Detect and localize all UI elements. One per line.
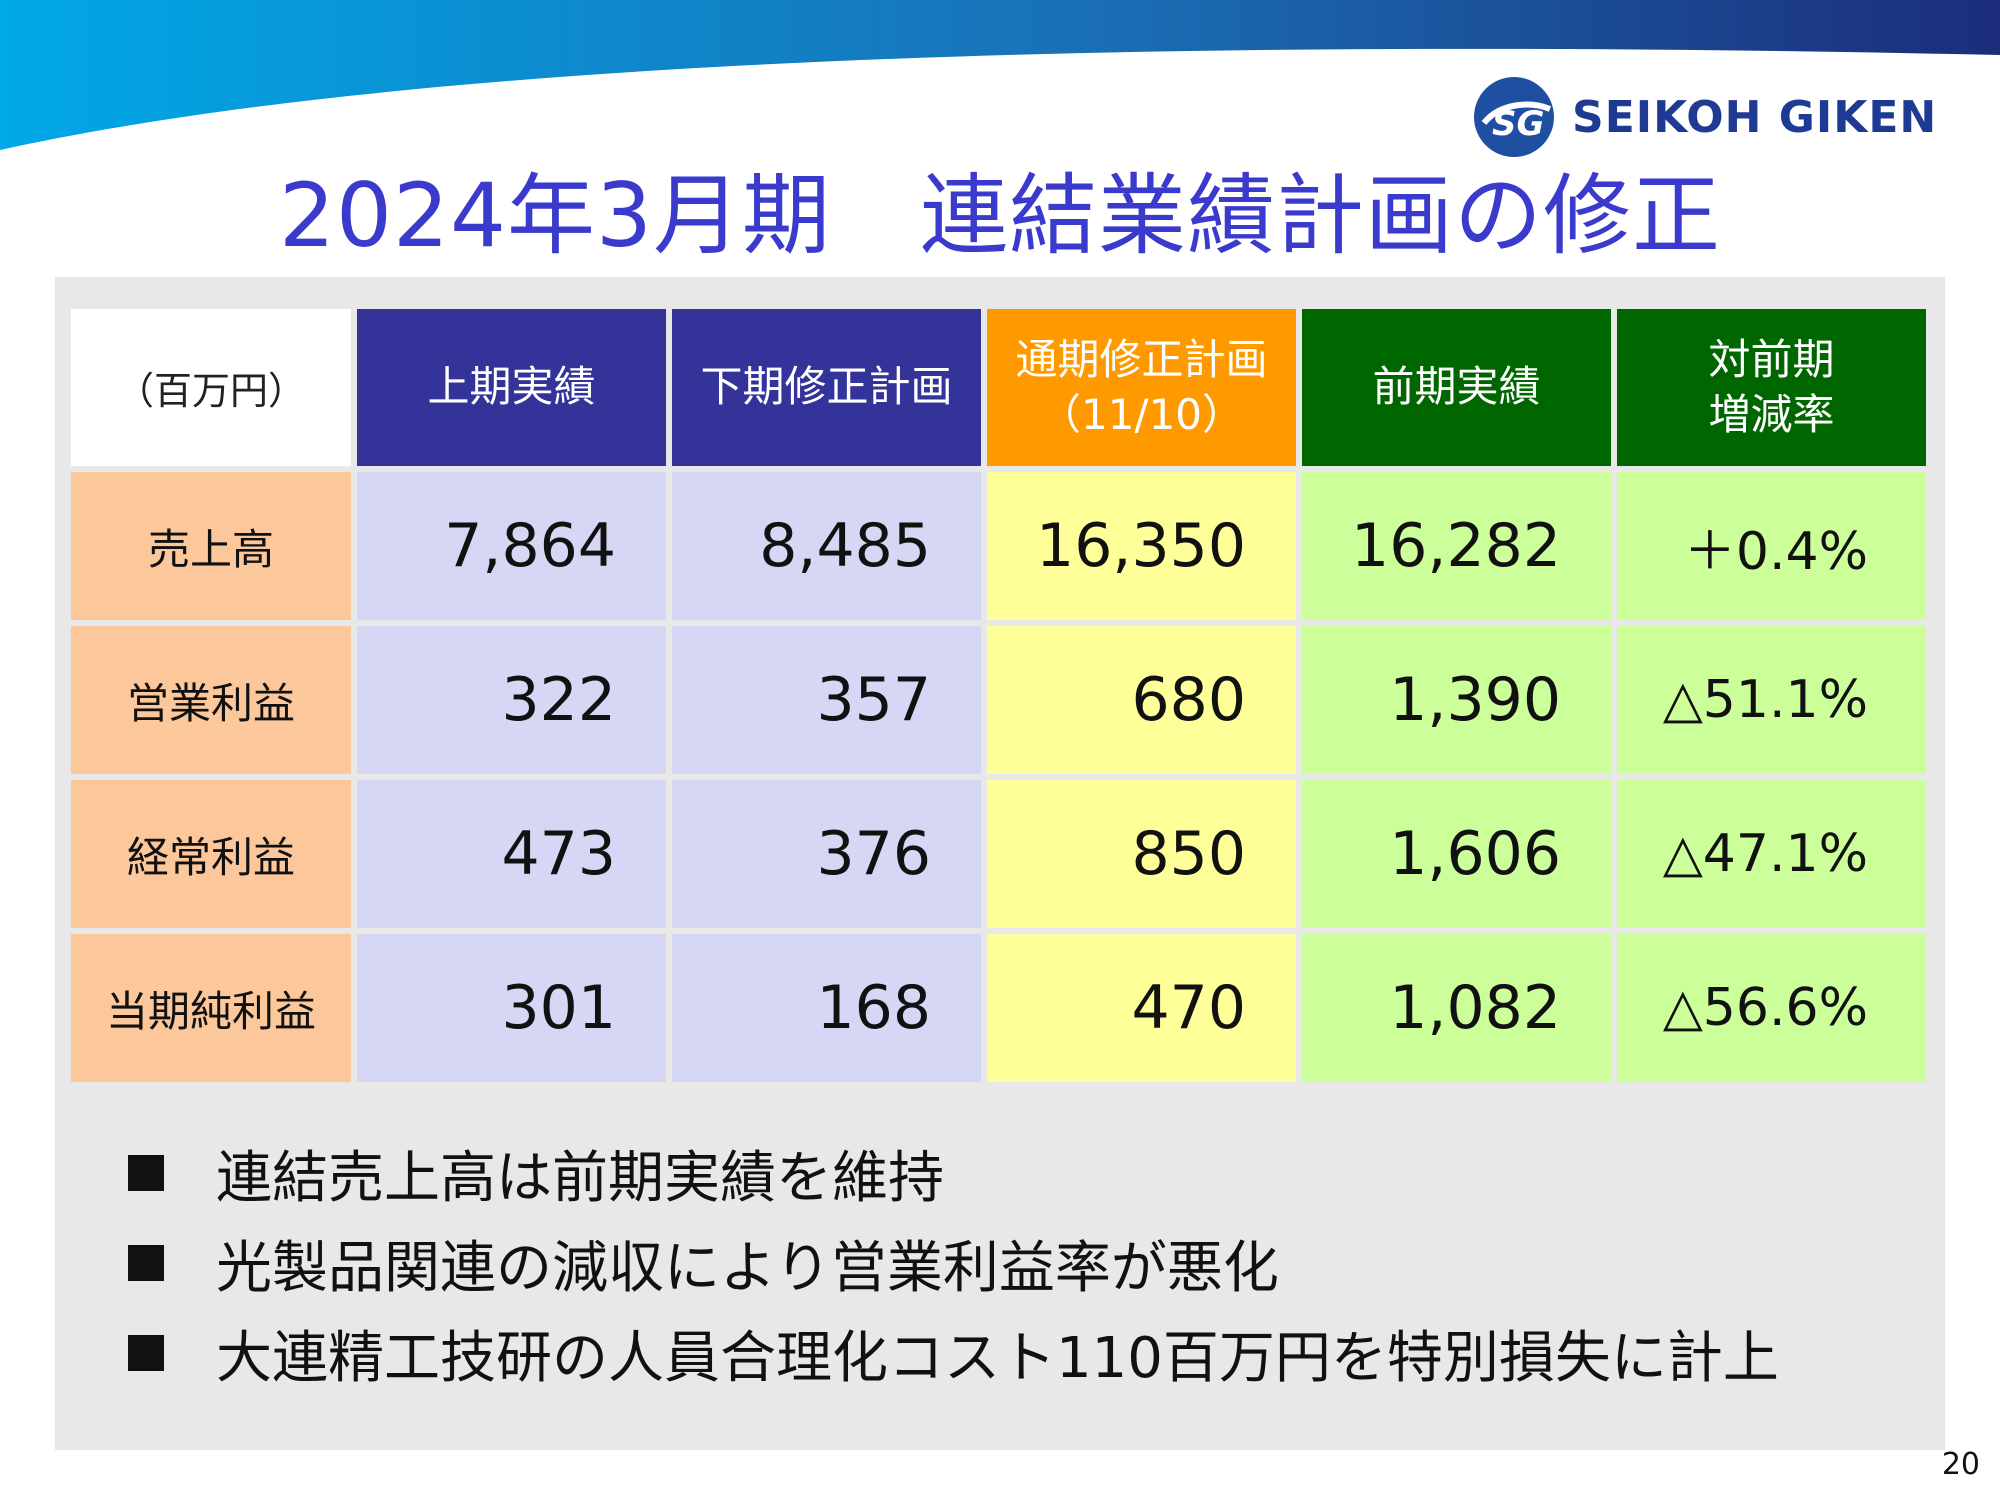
value-cell: 376 bbox=[672, 780, 981, 928]
value-cell: 473 bbox=[357, 780, 666, 928]
company-logo: SG SEIKOH GIKEN bbox=[1470, 72, 1937, 162]
row-label: 売上高 bbox=[71, 472, 351, 620]
row-label: 営業利益 bbox=[71, 626, 351, 774]
sg-logo-icon: SG bbox=[1474, 77, 1554, 157]
value-cell: 850 bbox=[987, 780, 1296, 928]
change-rate-cell: ＋0.4% bbox=[1617, 472, 1926, 620]
square-bullet-icon bbox=[128, 1155, 164, 1191]
bullet-text: 大連精工技研の人員合理化コスト110百万円を特別損失に計上 bbox=[216, 1325, 1779, 1391]
column-header: 対前期 増減率 bbox=[1617, 309, 1926, 466]
square-bullet-icon bbox=[128, 1335, 164, 1371]
value-cell: 16,350 bbox=[987, 472, 1296, 620]
column-header-line: （11/10） bbox=[1038, 389, 1245, 439]
logo-text: SEIKOH GIKEN bbox=[1572, 91, 1938, 143]
column-header: 下期修正計画 bbox=[672, 309, 981, 466]
logo-mark-text: SG bbox=[1492, 104, 1544, 144]
bullet-list: 連結売上高は前期実績を維持光製品関連の減収により営業利益率が悪化大連精工技研の人… bbox=[128, 1128, 1779, 1398]
header-wave-band bbox=[0, 0, 2000, 150]
bullet-text: 光製品関連の減収により営業利益率が悪化 bbox=[216, 1235, 1279, 1301]
value-cell: 357 bbox=[672, 626, 981, 774]
unit-label: （百万円） bbox=[71, 309, 351, 466]
value-cell: 16,282 bbox=[1302, 472, 1611, 620]
column-header: 前期実績 bbox=[1302, 309, 1611, 466]
value-cell: 1,606 bbox=[1302, 780, 1611, 928]
column-header-line: 前期実績 bbox=[1372, 362, 1541, 412]
bullet-item: 連結売上高は前期実績を維持 bbox=[128, 1128, 1779, 1218]
column-header-line: 上期実績 bbox=[427, 362, 596, 412]
bullet-item: 光製品関連の減収により営業利益率が悪化 bbox=[128, 1218, 1779, 1308]
value-cell: 680 bbox=[987, 626, 1296, 774]
column-header: 通期修正計画 （11/10） bbox=[987, 309, 1296, 466]
change-rate-cell: △51.1% bbox=[1617, 626, 1926, 774]
column-header-line: 対前期 bbox=[1708, 334, 1835, 384]
bullet-item: 大連精工技研の人員合理化コスト110百万円を特別損失に計上 bbox=[128, 1308, 1779, 1398]
results-table: （百万円） 上期実績 下期修正計画 通期修正計画 （11/10） 前期実績 対前期 増減率売… bbox=[71, 309, 1926, 1082]
column-header-line: 増減率 bbox=[1708, 389, 1835, 439]
page-title: 2024年3月期 連結業績計画の修正 bbox=[279, 164, 1721, 267]
value-cell: 301 bbox=[357, 934, 666, 1082]
row-label: 当期純利益 bbox=[71, 934, 351, 1082]
value-cell: 322 bbox=[357, 626, 666, 774]
value-cell: 7,864 bbox=[357, 472, 666, 620]
change-rate-cell: △56.6% bbox=[1617, 934, 1926, 1082]
page-number: 20 bbox=[1941, 1447, 1980, 1482]
column-header-line: 下期修正計画 bbox=[700, 362, 953, 412]
value-cell: 1,082 bbox=[1302, 934, 1611, 1082]
column-header-line: 通期修正計画 bbox=[1015, 334, 1268, 384]
square-bullet-icon bbox=[128, 1245, 164, 1281]
value-cell: 1,390 bbox=[1302, 626, 1611, 774]
column-header: 上期実績 bbox=[357, 309, 666, 466]
change-rate-cell: △47.1% bbox=[1617, 780, 1926, 928]
bullet-text: 連結売上高は前期実績を維持 bbox=[216, 1145, 944, 1211]
value-cell: 470 bbox=[987, 934, 1296, 1082]
row-label: 経常利益 bbox=[71, 780, 351, 928]
value-cell: 168 bbox=[672, 934, 981, 1082]
value-cell: 8,485 bbox=[672, 472, 981, 620]
